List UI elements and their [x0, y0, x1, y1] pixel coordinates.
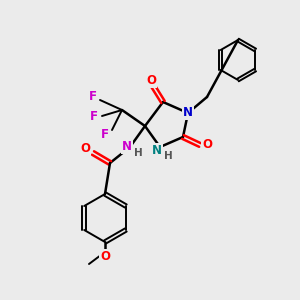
Text: H: H	[134, 148, 142, 158]
Text: H: H	[164, 151, 172, 161]
Text: O: O	[100, 250, 110, 262]
Text: O: O	[202, 139, 212, 152]
Text: N: N	[122, 140, 132, 154]
Text: F: F	[89, 91, 97, 103]
Text: F: F	[90, 110, 98, 122]
Text: N: N	[183, 106, 193, 119]
Text: O: O	[80, 142, 90, 155]
Text: N: N	[152, 143, 162, 157]
Text: F: F	[101, 128, 109, 142]
Text: O: O	[146, 74, 156, 88]
